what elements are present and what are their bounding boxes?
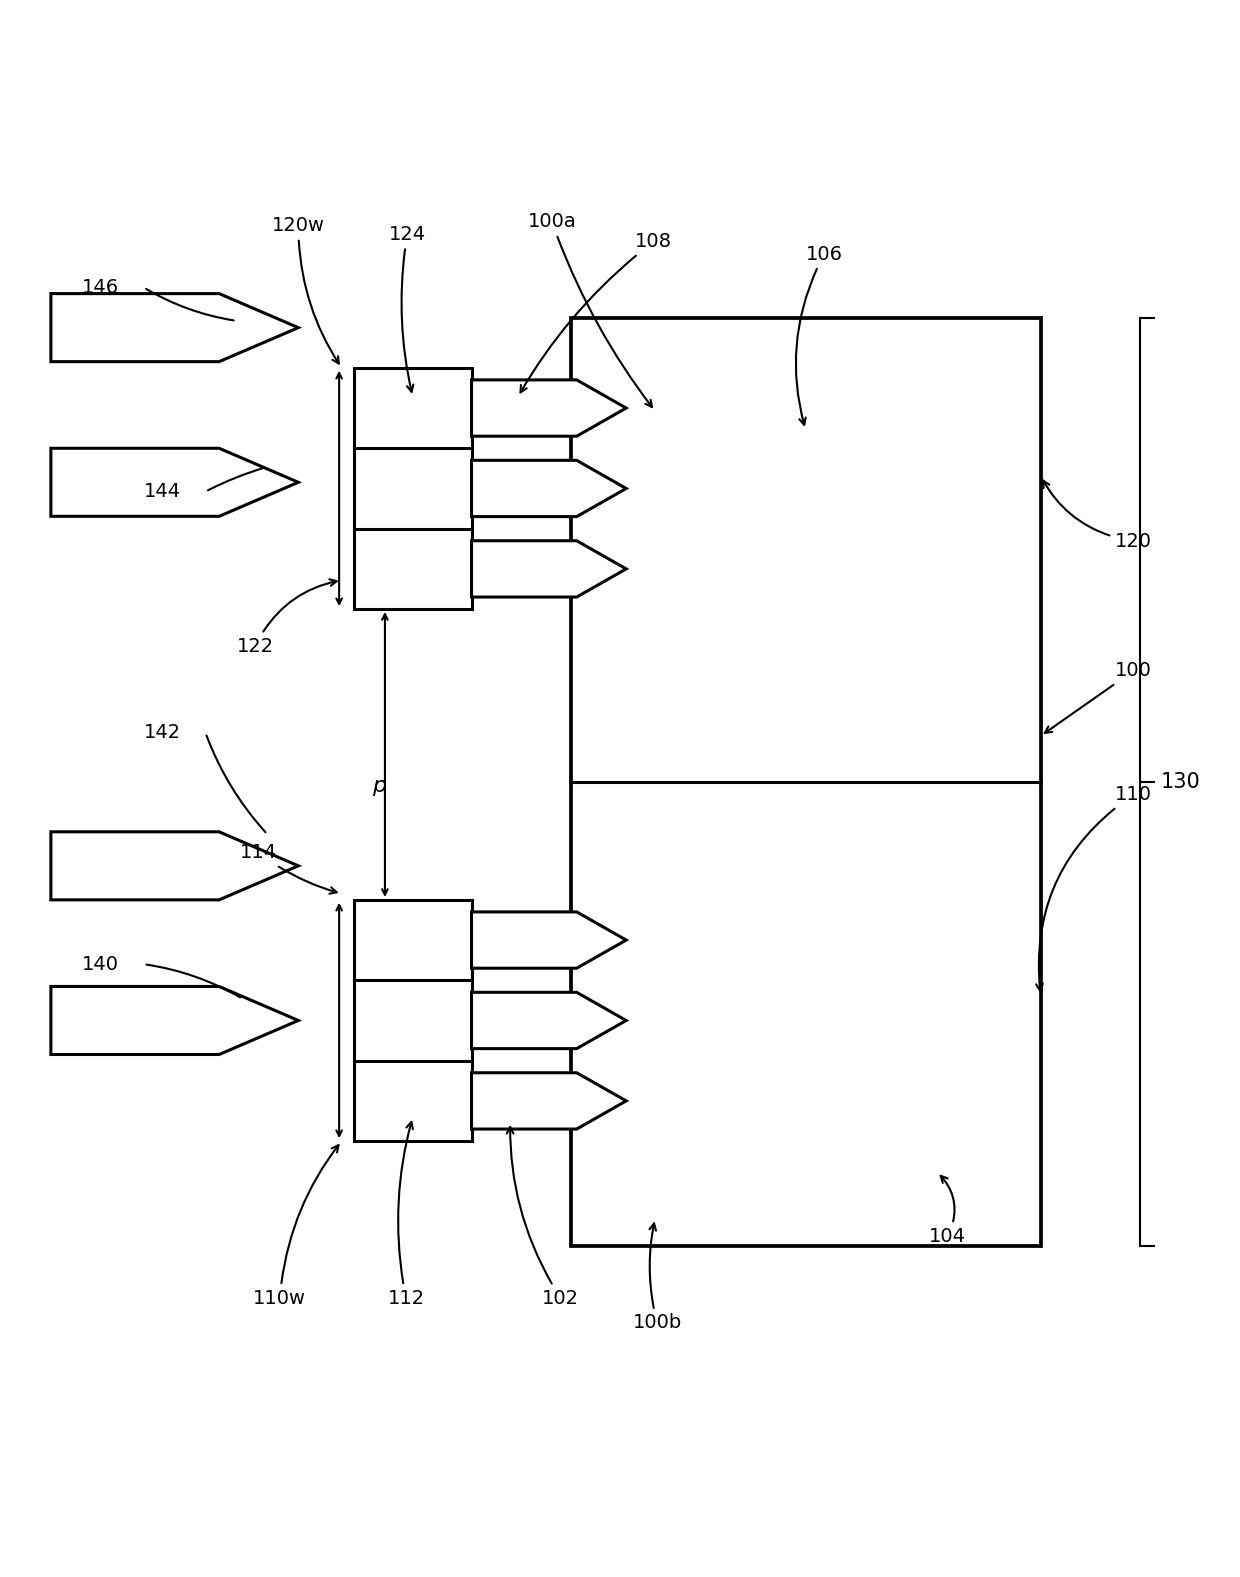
Text: 144: 144 [144,483,181,501]
Text: 110: 110 [1037,785,1152,990]
Polygon shape [471,1072,626,1129]
Polygon shape [51,448,299,516]
Text: p: p [372,776,386,796]
Text: 146: 146 [82,278,119,296]
Polygon shape [471,541,626,598]
Text: 100b: 100b [632,1224,682,1333]
Polygon shape [51,987,299,1055]
Text: 106: 106 [796,244,843,424]
Text: 114: 114 [241,844,337,894]
Polygon shape [471,380,626,437]
Bar [570,319,1040,1246]
Bar [353,900,471,1142]
Text: 102: 102 [507,1128,579,1307]
Text: 100: 100 [1045,661,1152,733]
Polygon shape [471,992,626,1049]
Text: 140: 140 [82,954,119,973]
Polygon shape [471,912,626,968]
Bar [353,367,471,609]
Text: 130: 130 [1161,773,1200,792]
Text: 122: 122 [237,579,336,656]
Text: 104: 104 [929,1176,966,1246]
Text: 124: 124 [388,226,425,391]
Polygon shape [471,460,626,517]
Text: 120w: 120w [272,216,339,364]
Text: 142: 142 [144,724,181,743]
Text: 120: 120 [1043,481,1152,550]
Polygon shape [51,293,299,361]
Text: 100a: 100a [527,213,652,407]
Text: 110w: 110w [253,1145,339,1307]
Text: 108: 108 [521,232,672,393]
Polygon shape [51,831,299,900]
Text: 112: 112 [387,1121,424,1307]
